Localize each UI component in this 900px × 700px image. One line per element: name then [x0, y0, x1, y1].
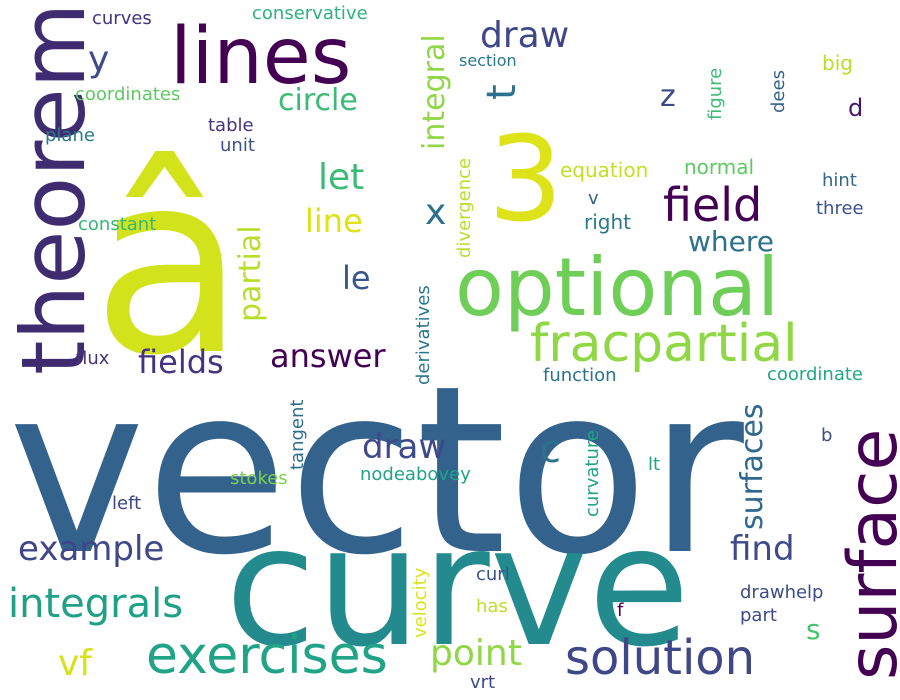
cloud-word-plane: plane	[45, 125, 95, 146]
cloud-word-t: t	[479, 84, 525, 100]
cloud-word-vrt: vrt	[470, 672, 496, 693]
cloud-word-coordinates: coordinates	[75, 84, 181, 105]
cloud-word-constant: constant	[78, 214, 157, 235]
cloud-word-table: table	[208, 115, 254, 136]
cloud-word-integral: integral	[417, 34, 452, 150]
cloud-word-tangent: tangent	[287, 399, 308, 470]
cloud-word-unit: unit	[220, 135, 255, 156]
cloud-word-draw: draw	[362, 427, 447, 467]
cloud-word-equation: equation	[560, 158, 649, 182]
cloud-word-x: x	[425, 192, 447, 233]
cloud-word-find: find	[730, 529, 795, 569]
cloud-word-function: function	[543, 365, 617, 386]
cloud-word-derivatives: derivatives	[413, 285, 434, 385]
cloud-word-d: d	[848, 94, 864, 122]
cloud-word-fields: fields	[138, 343, 224, 381]
cloud-word-has: has	[476, 596, 508, 617]
cloud-word-s: s	[806, 613, 821, 646]
cloud-word-flux: flux	[76, 348, 110, 369]
cloud-word-y: y	[88, 39, 110, 80]
cloud-word-optional: optional	[455, 241, 780, 334]
cloud-word-section: section	[459, 51, 517, 70]
cloud-word-vector: vector	[8, 336, 744, 606]
cloud-word-let: let	[318, 157, 365, 198]
cloud-word-figure: figure	[705, 67, 726, 120]
cloud-word-velocity: velocity	[410, 567, 431, 638]
cloud-word-v: v	[588, 188, 599, 209]
cloud-word-example: example	[18, 529, 165, 569]
cloud-word-coordinate: coordinate	[767, 364, 864, 385]
cloud-word-lines: lines	[170, 12, 352, 102]
cloud-word-glyph: â	[92, 119, 246, 410]
cloud-word-stokes: stokes	[230, 468, 288, 489]
cloud-word-solution: solution	[565, 630, 756, 686]
cloud-word-line: line	[305, 202, 363, 240]
cloud-word-le: le	[342, 259, 371, 297]
cloud-word-normal: normal	[684, 155, 755, 179]
cloud-word-b: b	[821, 425, 833, 446]
cloud-word-exercises: exercises	[146, 626, 388, 686]
cloud-word-fracpartial: fracpartial	[530, 314, 798, 374]
cloud-word-z: z	[660, 79, 676, 114]
cloud-word-curves: curves	[92, 8, 152, 29]
cloud-word-answer: answer	[270, 337, 386, 375]
cloud-word-lt: lt	[648, 454, 661, 475]
cloud-word-big: big	[822, 51, 853, 75]
cloud-word-right: right	[584, 210, 631, 234]
cloud-word-vf: vf	[58, 643, 92, 684]
cloud-word-point: point	[430, 633, 522, 674]
cloud-word-curve: curve	[225, 491, 691, 684]
cloud-word-curvature: curvature	[582, 430, 603, 517]
cloud-word-three: three	[816, 198, 864, 219]
cloud-word-part: part	[740, 605, 777, 626]
cloud-word-drawhelp: drawhelp	[740, 582, 824, 603]
cloud-word-c: c	[540, 427, 561, 471]
cloud-word-divergence: divergence	[454, 157, 475, 258]
cloud-word-partial: partial	[233, 225, 268, 322]
cloud-word-surface: surface	[834, 428, 900, 680]
cloud-word-3: 3	[488, 110, 564, 248]
cloud-word-theorem: theorem	[2, 2, 105, 375]
cloud-word-conservative: conservative	[252, 3, 368, 24]
cloud-word-circle: circle	[278, 83, 358, 118]
cloud-word-integrals: integrals	[8, 581, 184, 627]
cloud-word-curl: curl	[476, 564, 510, 585]
cloud-word-surfaces: surfaces	[735, 403, 770, 530]
cloud-word-f: f	[617, 600, 624, 621]
cloud-word-field: field	[663, 178, 763, 232]
cloud-word-draw: draw	[480, 15, 570, 56]
cloud-word-dees: dees	[768, 70, 789, 113]
cloud-word-hint: hint	[822, 170, 857, 191]
cloud-word-where: where	[688, 225, 774, 258]
cloud-word-left: left	[112, 493, 142, 514]
cloud-word-nodeabove: nodeaboveу	[360, 464, 471, 485]
